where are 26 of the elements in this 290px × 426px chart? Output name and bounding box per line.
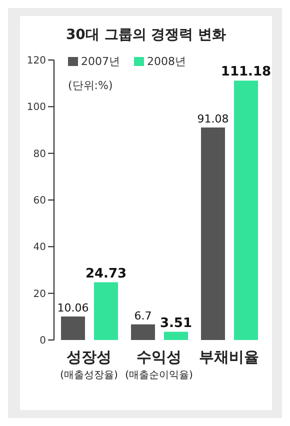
data-label: 6.7 [134,309,152,322]
y-tick-label: 80 [33,148,46,160]
data-label: 10.06 [57,302,89,315]
data-label: 3.51 [160,316,192,331]
data-label: 91.08 [197,112,229,126]
x-tick-label: 성장성 (매출성장율) [60,348,118,381]
annotation: (단위:%) [68,78,113,93]
y-tick-label: 20 [33,288,46,300]
y-tick-label: 120 [26,56,46,67]
y-tick-label: 40 [33,242,46,254]
bar [234,80,258,340]
legend-label: 2008년 [146,54,186,69]
x-tick-label: 부채비율 [199,348,259,366]
x-tick-label: 수익성 (매출순이익율) [125,348,193,381]
data-label: 24.73 [85,266,127,282]
y-tick-label: 60 [33,196,46,207]
y-tick-label: 100 [26,102,46,114]
legend-label: 2007년 [80,54,120,69]
data-label: 111.18 [220,64,272,80]
bar [164,332,188,340]
y-tick-label: 0 [40,336,46,347]
bar [94,282,118,340]
bar [131,324,155,340]
bar [61,316,85,340]
bar [201,127,225,340]
chart-title: 30대 그룹의 경쟁력 변화 [64,26,228,44]
